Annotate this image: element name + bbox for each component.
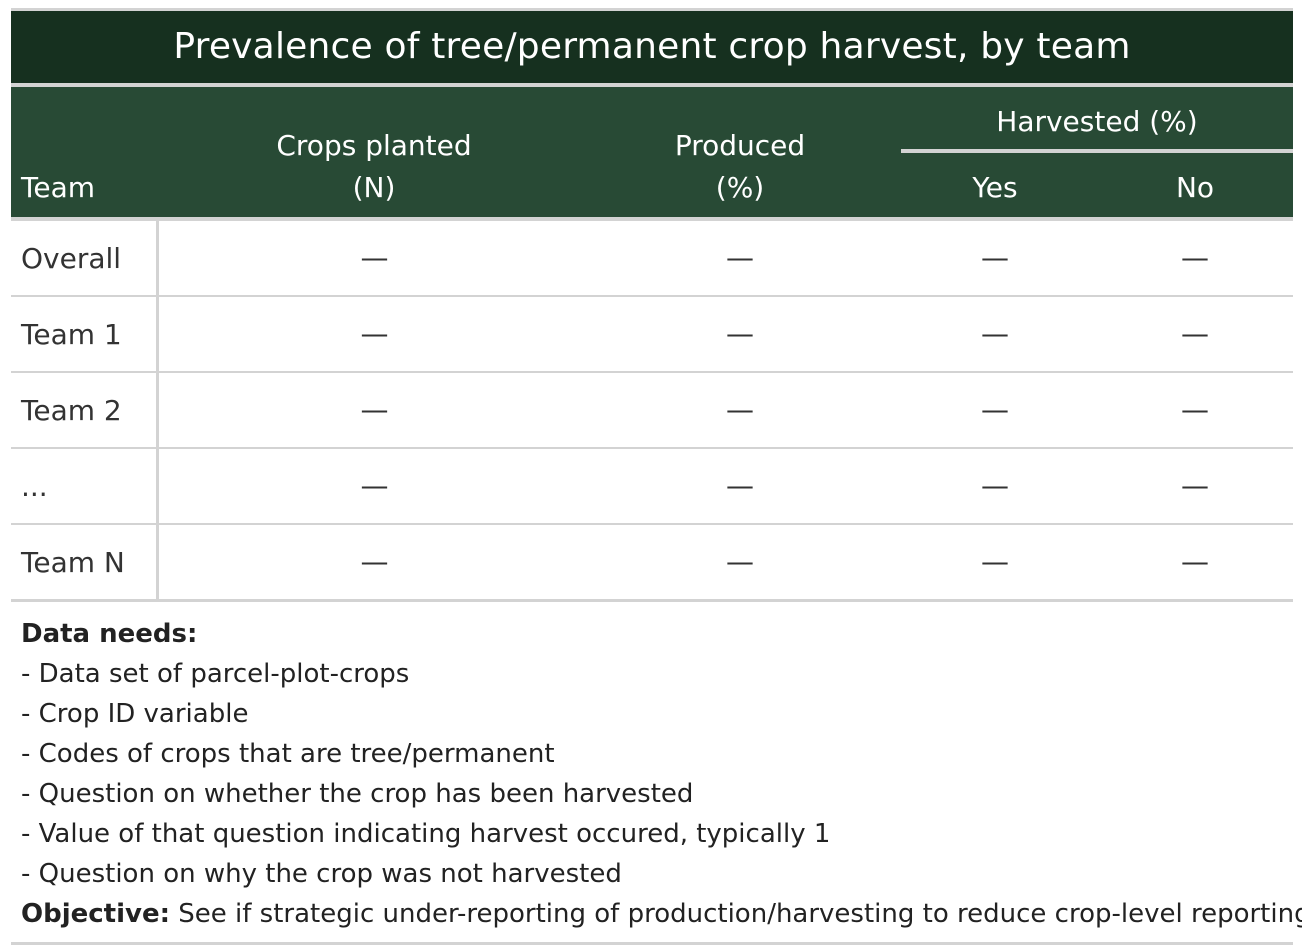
data-needs-item: - Question on why the crop was not harve… bbox=[21, 859, 622, 889]
table-notes: Data needs: - Data set of parcel-plot-cr… bbox=[11, 602, 1302, 942]
header-no: No bbox=[1175, 171, 1215, 204]
table-row-ellipsis: ... — — — — bbox=[11, 449, 1293, 525]
cell-produced: — bbox=[726, 469, 754, 502]
header-crops-planted-line2: (N) bbox=[352, 171, 396, 204]
cell-produced: — bbox=[726, 393, 754, 426]
data-needs-item: - Question on whether the crop has been … bbox=[21, 779, 694, 809]
cell-harvested-yes: — bbox=[981, 317, 1009, 350]
objective-text: See if strategic under-reporting of prod… bbox=[170, 899, 1302, 929]
data-needs-item: - Data set of parcel-plot-crops bbox=[21, 659, 410, 689]
data-needs-item: - Value of that question indicating harv… bbox=[21, 819, 831, 849]
title-separator bbox=[11, 83, 1293, 87]
header-produced-line1: Produced bbox=[674, 129, 806, 162]
harvest-table: Prevalence of tree/permanent crop harves… bbox=[11, 8, 1302, 945]
objective-line: Objective: See if strategic under-report… bbox=[21, 894, 1302, 934]
header-produced-line2: (%) bbox=[715, 171, 765, 204]
cell-harvested-yes: — bbox=[981, 241, 1009, 274]
row-team-label: Team 1 bbox=[11, 297, 159, 371]
header-yes: Yes bbox=[972, 171, 1018, 204]
table-row-overall: Overall — — — — bbox=[11, 221, 1293, 297]
objective-label: Objective: bbox=[21, 899, 170, 929]
column-header: Team Crops planted (N) Produced (%) Harv… bbox=[11, 87, 1293, 217]
row-team-label: Overall bbox=[11, 221, 159, 295]
data-needs-item: - Codes of crops that are tree/permanent bbox=[21, 739, 555, 769]
cell-harvested-no: — bbox=[1181, 469, 1209, 502]
data-needs-item: - Crop ID variable bbox=[21, 699, 249, 729]
table-title: Prevalence of tree/permanent crop harves… bbox=[11, 11, 1293, 83]
row-team-label: Team 2 bbox=[11, 373, 159, 447]
cell-harvested-yes: — bbox=[981, 469, 1009, 502]
header-crops-planted: Crops planted (N) bbox=[161, 125, 587, 209]
data-needs-label: Data needs: bbox=[21, 619, 198, 649]
table-row-team-n: Team N — — — — bbox=[11, 525, 1293, 602]
cell-produced: — bbox=[726, 545, 754, 578]
cell-crops-planted: — bbox=[360, 469, 389, 502]
cell-crops-planted: — bbox=[360, 545, 389, 578]
cell-crops-planted: — bbox=[360, 393, 389, 426]
cell-produced: — bbox=[726, 241, 754, 274]
cell-crops-planted: — bbox=[360, 317, 389, 350]
header-crops-planted-line1: Crops planted bbox=[276, 129, 472, 162]
table-body: Overall — — — — Team 1 — — — — Team 2 — … bbox=[11, 221, 1293, 602]
cell-harvested-yes: — bbox=[981, 393, 1009, 426]
row-team-label: ... bbox=[11, 449, 159, 523]
top-rule bbox=[11, 8, 1293, 11]
row-team-label: Team N bbox=[11, 525, 159, 599]
cell-harvested-no: — bbox=[1181, 317, 1209, 350]
cell-crops-planted: — bbox=[360, 241, 389, 274]
cell-harvested-no: — bbox=[1181, 393, 1209, 426]
header-team: Team bbox=[21, 171, 96, 204]
cell-produced: — bbox=[726, 317, 754, 350]
cell-harvested-no: — bbox=[1181, 241, 1209, 274]
table-row-team-2: Team 2 — — — — bbox=[11, 373, 1293, 449]
cell-harvested-no: — bbox=[1181, 545, 1209, 578]
header-separator bbox=[11, 217, 1293, 221]
cell-harvested-yes: — bbox=[981, 545, 1009, 578]
table-row-team-1: Team 1 — — — — bbox=[11, 297, 1293, 373]
header-produced: Produced (%) bbox=[587, 125, 893, 209]
bottom-rule bbox=[11, 942, 1293, 945]
header-harvested-rule bbox=[901, 149, 1293, 153]
header-harvested-group: Harvested (%) bbox=[996, 105, 1198, 138]
